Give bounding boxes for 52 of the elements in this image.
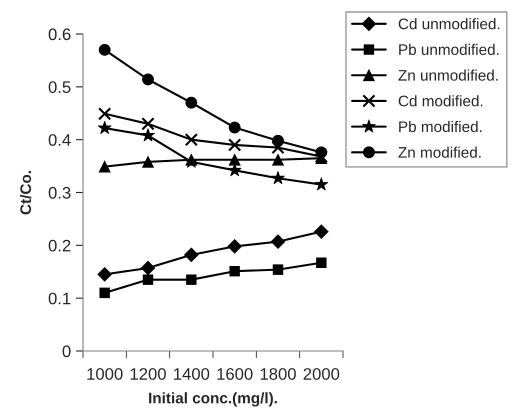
- point: [98, 160, 111, 173]
- y-tick-label: 0.6: [48, 28, 70, 40]
- point: [314, 177, 328, 191]
- point: [316, 258, 327, 268]
- point: [142, 156, 154, 168]
- y-tick-label: 0.1: [48, 292, 70, 304]
- y-tick-label: 0: [62, 345, 71, 358]
- point: [98, 107, 112, 120]
- x-axis-title: Initial conc.(mg/l).: [149, 392, 277, 407]
- y-tick-label: 0.5: [48, 81, 70, 94]
- point: [272, 154, 284, 166]
- legend-label: Pb modified.: [399, 120, 482, 132]
- x-tick-label: 1400: [174, 368, 210, 380]
- point: [142, 274, 154, 285]
- point: [99, 288, 110, 298]
- point: [229, 266, 240, 276]
- x-tick-label: 2000: [304, 368, 340, 380]
- legend-label: Cd unmodified.: [398, 18, 500, 30]
- point: [227, 239, 242, 254]
- point: [315, 146, 328, 158]
- point: [228, 122, 241, 134]
- point: [141, 128, 155, 142]
- point: [186, 274, 197, 285]
- y-tick-label: 0.4: [48, 134, 71, 146]
- point: [184, 133, 198, 146]
- legend-label: Pb unmodified.: [399, 44, 498, 56]
- point: [271, 140, 285, 154]
- point: [140, 260, 156, 276]
- point: [272, 264, 284, 275]
- point: [98, 120, 112, 134]
- y-axis-title: Ct/Co.: [20, 171, 32, 214]
- point: [228, 154, 241, 166]
- point: [270, 234, 286, 249]
- point: [314, 224, 329, 239]
- x-tick-label: 1000: [87, 368, 123, 380]
- x-tick-label: 1600: [217, 368, 253, 380]
- y-tick-label: 0.2: [48, 240, 70, 252]
- legend-label: Zn unmodified.: [398, 70, 498, 81]
- point: [184, 248, 199, 262]
- point: [185, 96, 198, 109]
- x-tick-label: 1800: [260, 368, 296, 380]
- point: [228, 138, 242, 152]
- point: [98, 44, 111, 56]
- point: [97, 267, 112, 282]
- point: [271, 170, 285, 184]
- point: [272, 134, 284, 147]
- y-tick-label: 0.3: [48, 186, 70, 199]
- point: [141, 117, 155, 130]
- legend-label: Cd modified.: [398, 95, 482, 106]
- x-tick-label: 1200: [130, 368, 166, 380]
- legend-label: Zn modified.: [398, 146, 481, 158]
- point: [142, 74, 154, 86]
